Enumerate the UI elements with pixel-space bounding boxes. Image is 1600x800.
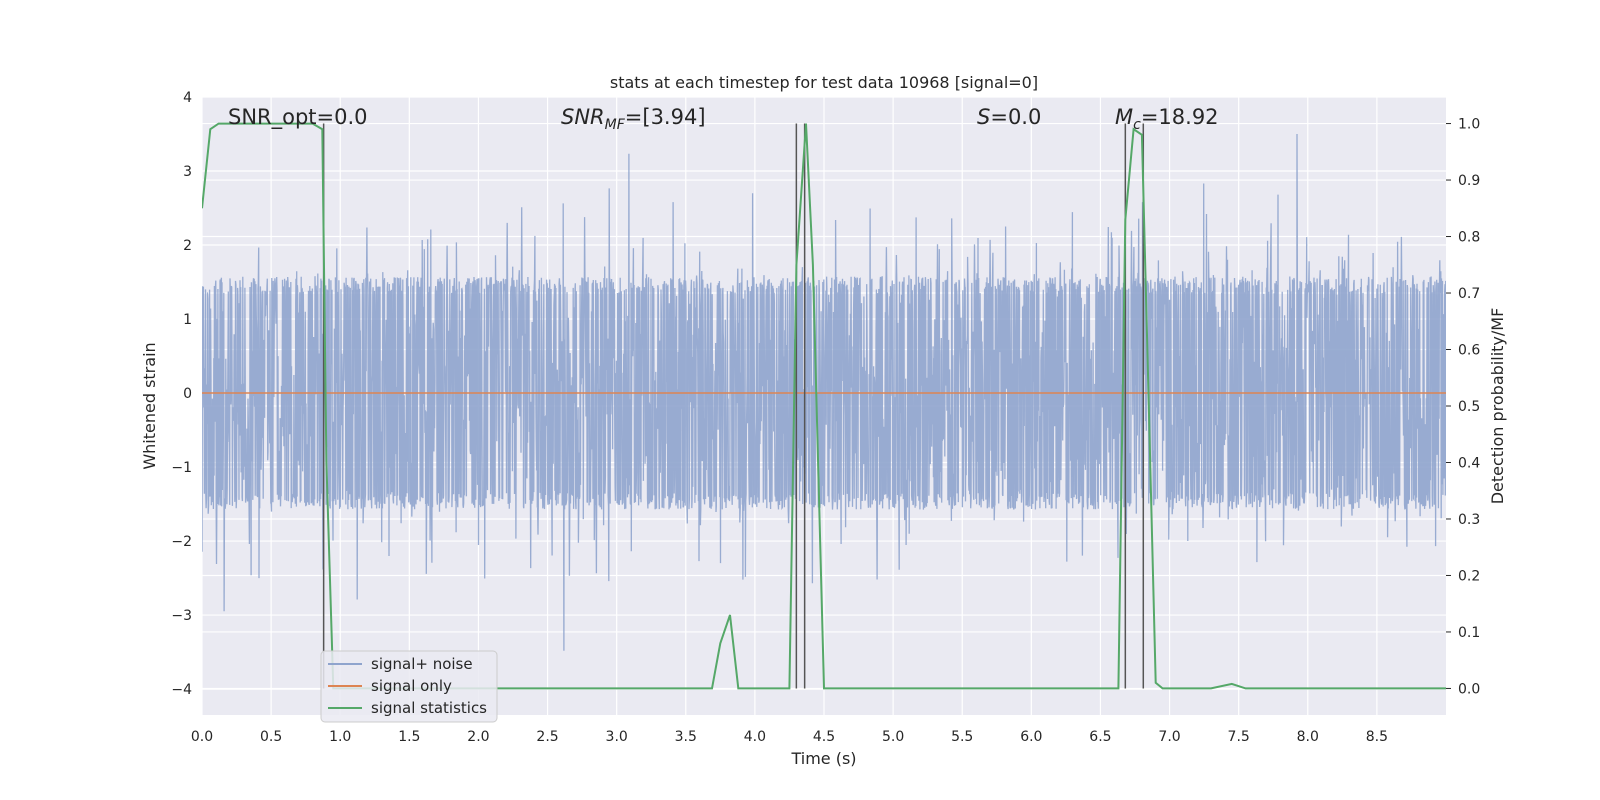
annotation-snr-mf-value: =[3.94] [625, 105, 706, 129]
annotation-mc-var: M [1115, 105, 1133, 129]
annotation-mc: Mc=18.92 [1115, 105, 1219, 133]
x-tick-label: 5.0 [882, 729, 904, 745]
legend-label-signal-statistics: signal statistics [371, 699, 487, 717]
x-tick-label: 0.0 [191, 729, 213, 745]
y2-tick-label: 0.4 [1458, 455, 1480, 471]
y-axis-label: Whitened strain [140, 342, 159, 469]
x-tick-label: 7.5 [1228, 729, 1250, 745]
x-tick-label: 1.0 [329, 729, 351, 745]
y2-tick-label: 0.8 [1458, 230, 1480, 246]
x-tick-label: 7.0 [1158, 729, 1180, 745]
annotation-snr-mf-var: SNR [561, 105, 605, 129]
y-tick-label: −3 [171, 608, 192, 624]
x-tick-label: 2.0 [467, 729, 489, 745]
annotation-snr-mf-sub: MF [605, 117, 626, 133]
legend-label-signal-only: signal only [371, 677, 452, 695]
y2-tick-label: 0.2 [1458, 568, 1480, 584]
y2-tick-label: 0.9 [1458, 173, 1480, 189]
y-tick-label: 2 [183, 238, 192, 254]
legend: signal+ noise signal only signal statist… [320, 650, 498, 723]
y2-tick-label: 0.3 [1458, 512, 1480, 528]
annotation-s-var: S [977, 105, 990, 129]
y2-tick-label: 0.6 [1458, 343, 1480, 359]
x-tick-label: 8.0 [1297, 729, 1319, 745]
x-tick-label: 4.0 [744, 729, 766, 745]
y-tick-label: −2 [171, 534, 192, 550]
x-tick-label: 6.5 [1089, 729, 1111, 745]
x-tick-label: 3.0 [606, 729, 628, 745]
annotation-snr-opt: SNR_opt=0.0 [228, 105, 368, 130]
x-tick-label: 1.5 [398, 729, 420, 745]
y-tick-label: −4 [171, 682, 192, 698]
x-tick-label: 5.5 [951, 729, 973, 745]
series-signal-noise [202, 133, 1446, 651]
y2-tick-label: 1.0 [1458, 117, 1480, 133]
annotation-snr-mf: SNRMF=[3.94] [561, 105, 706, 133]
y-tick-label: −1 [171, 460, 192, 476]
y-axis-ticks: 4 3 2 1 0 −1 −2 −3 −4 [171, 90, 192, 698]
x-tick-label: 4.5 [813, 729, 835, 745]
x-tick-label: 8.5 [1366, 729, 1388, 745]
x-tick-label: 0.5 [260, 729, 282, 745]
x-tick-label: 2.5 [536, 729, 558, 745]
annotation-s: S=0.0 [977, 105, 1041, 129]
annotation-s-value: =0.0 [990, 105, 1041, 129]
y2-axis-label: Detection probability/MF [1488, 308, 1507, 505]
y-tick-label: 4 [183, 90, 192, 106]
y-tick-label: 3 [183, 164, 192, 180]
y2-tick-label: 0.5 [1458, 399, 1480, 415]
x-tick-label: 3.5 [675, 729, 697, 745]
y2-tick-label: 0.1 [1458, 625, 1480, 641]
x-axis-ticks: 0.0 0.5 1.0 1.5 2.0 2.5 3.0 3.5 4.0 4.5 5.0 5.5 6.0 6… [191, 729, 1388, 745]
signal-statistics-line [202, 122, 1446, 690]
x-tick-label: 6.0 [1020, 729, 1042, 745]
y-tick-label: 1 [183, 312, 192, 328]
legend-label-signal-noise: signal+ noise [371, 655, 473, 673]
chart-title: stats at each timestep for test data 109… [610, 73, 1038, 92]
y2-axis-ticks: 1.0 0.9 0.8 0.7 0.6 0.5 0.4 0.3 0.2 0.1 0.0 [1446, 117, 1480, 697]
annotation-mc-value: =18.92 [1141, 105, 1219, 129]
y2-tick-label: 0.7 [1458, 286, 1480, 302]
x-axis-label: Time (s) [790, 749, 856, 768]
legend-box [320, 650, 498, 723]
signal-noise-line [202, 133, 1446, 651]
vertical-markers [322, 123, 1145, 689]
annotation-mc-sub: c [1133, 117, 1141, 133]
y2-tick-label: 0.0 [1458, 681, 1480, 697]
series-signal-statistics [202, 122, 1446, 690]
y-tick-label: 0 [183, 386, 192, 402]
